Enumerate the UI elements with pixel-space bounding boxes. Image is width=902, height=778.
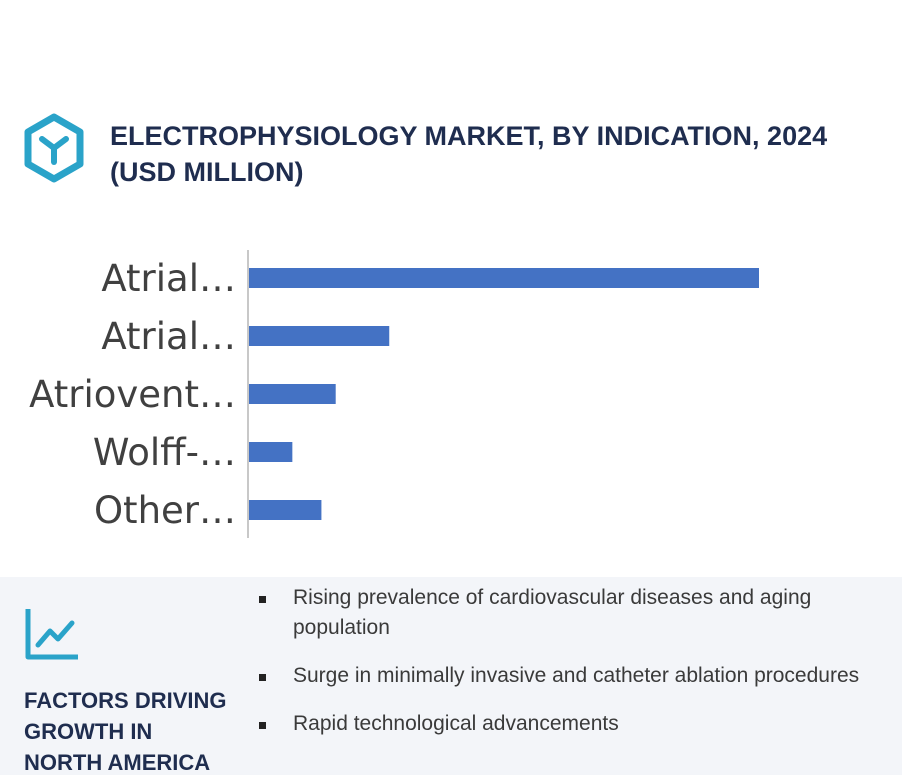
category-tick-label: Atrial… [101, 257, 236, 300]
category-tick-label: Atriovent… [29, 373, 236, 416]
factor-text: Rising prevalence of cardiovascular dise… [293, 586, 812, 639]
factor-item: Surge in minimally invasive and catheter… [256, 661, 896, 691]
category-tick-label: Wolff-… [93, 431, 236, 474]
bar-chart: Atrial… Atrial… Atriovent… Wolff-… Other… [0, 240, 902, 540]
category-tick-label: Atrial… [101, 315, 236, 358]
factors-panel: FACTORS DRIVING GROWTH IN NORTH AMERICA … [0, 577, 902, 775]
chart-title: ELECTROPHYSIOLOGY MARKET, BY INDICATION,… [110, 121, 828, 187]
bullet-square-icon [259, 722, 266, 729]
factor-text: Surge in minimally invasive and catheter… [293, 664, 860, 687]
bar [249, 384, 336, 404]
bar [249, 500, 322, 520]
factor-item: Rising prevalence of cardiovascular dise… [256, 583, 896, 643]
bullet-square-icon [259, 596, 266, 603]
factors-title: FACTORS DRIVING GROWTH IN NORTH AMERICA [24, 688, 227, 775]
factor-text: Rapid technological advancements [293, 712, 619, 735]
bullet-square-icon [259, 674, 266, 681]
bar [249, 326, 390, 346]
factors-list: Rising prevalence of cardiovascular dise… [256, 583, 896, 757]
bar-chart-svg: Atrial… Atrial… Atriovent… Wolff-… Other… [29, 250, 759, 538]
category-tick-label: Other… [94, 489, 236, 532]
bar [249, 442, 293, 462]
trend-line-chart-icon [25, 609, 78, 660]
bar [249, 268, 759, 288]
report-header: ELECTROPHYSIOLOGY MARKET, BY INDICATION,… [22, 112, 882, 192]
hexagon-y-logo-icon [24, 113, 84, 183]
factor-item: Rapid technological advancements [256, 709, 896, 739]
